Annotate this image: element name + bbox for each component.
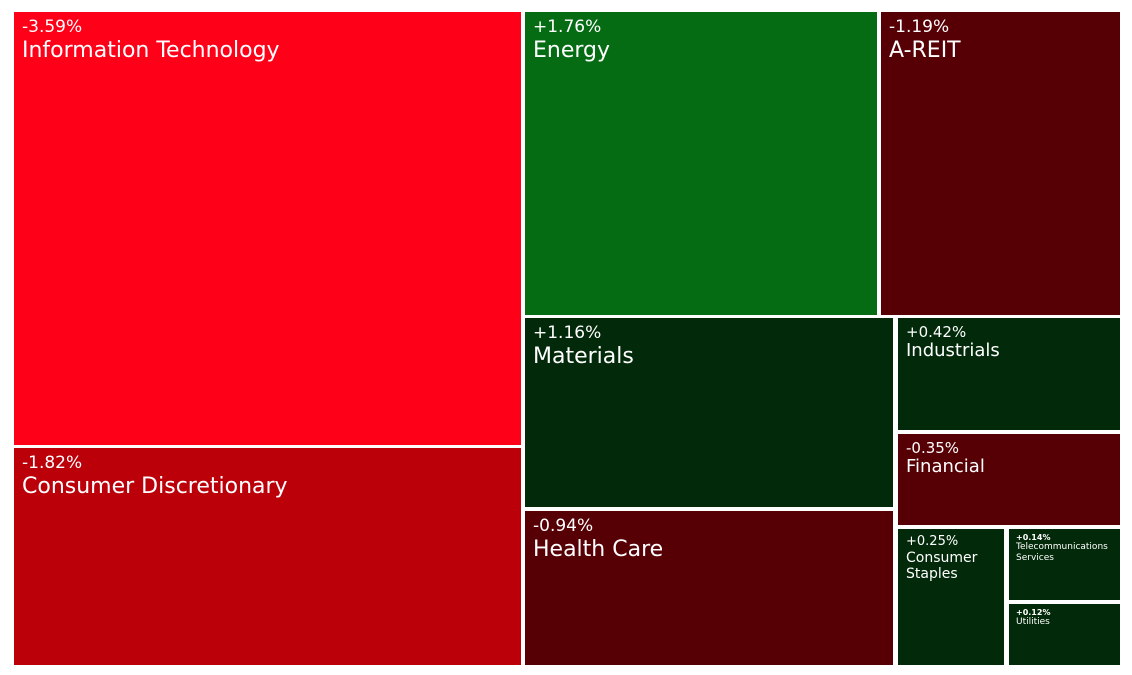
tile-materials[interactable]: +1.16% Materials <box>525 318 893 507</box>
tile-name: Telecommunications Services <box>1016 542 1108 563</box>
tile-name: Consumer Staples <box>906 549 978 583</box>
tile-change: -1.19% <box>889 17 950 37</box>
tile-utilities[interactable]: +0.12% Utilities <box>1009 604 1120 665</box>
tile-change: -0.35% <box>906 439 960 457</box>
tile-health-care[interactable]: -0.94% Health Care <box>525 511 893 665</box>
tile-energy[interactable]: +1.76% Energy <box>525 12 877 315</box>
tile-name: Industrials <box>906 340 1000 362</box>
tile-name: A-REIT <box>889 37 961 63</box>
tile-change: -1.82% <box>22 453 83 473</box>
tile-change: +0.42% <box>906 323 967 341</box>
tile-name: Energy <box>533 37 611 63</box>
tile-change: +0.25% <box>906 534 959 549</box>
tile-telecommunications-services[interactable]: +0.14% Telecommunications Services <box>1009 529 1120 600</box>
tile-label: -1.19% A-REIT <box>889 17 1116 63</box>
tile-label: +0.14% Telecommunications Services <box>1016 533 1116 563</box>
tile-change: +1.76% <box>533 17 602 37</box>
tile-financial[interactable]: -0.35% Financial <box>898 434 1120 525</box>
tile-change: +0.12% <box>1016 608 1051 617</box>
tile-change: -3.59% <box>22 17 83 37</box>
tile-name: Consumer Discretionary <box>22 473 288 499</box>
tile-change: -0.94% <box>533 516 594 536</box>
tile-label: -0.94% Health Care <box>533 516 889 562</box>
tile-consumer-discretionary[interactable]: -1.82% Consumer Discretionary <box>14 448 521 665</box>
tile-industrials[interactable]: +0.42% Industrials <box>898 318 1120 430</box>
tile-label: -0.35% Financial <box>906 439 1116 478</box>
tile-label: +0.42% Industrials <box>906 323 1116 362</box>
tile-label: +1.16% Materials <box>533 323 889 369</box>
tile-name: Health Care <box>533 536 664 562</box>
tile-label: +0.25% Consumer Staples <box>906 534 1000 583</box>
tile-label: +1.76% Energy <box>533 17 873 63</box>
tile-label: -3.59% Information Technology <box>22 17 517 63</box>
tile-name: Information Technology <box>22 37 280 63</box>
tile-consumer-staples[interactable]: +0.25% Consumer Staples <box>898 529 1004 665</box>
tile-label: -1.82% Consumer Discretionary <box>22 453 517 499</box>
tile-label: +0.12% Utilities <box>1016 608 1116 628</box>
tile-a-reit[interactable]: -1.19% A-REIT <box>881 12 1120 315</box>
tile-change: +0.14% <box>1016 533 1051 542</box>
tile-name: Financial <box>906 456 985 478</box>
tile-information-technology[interactable]: -3.59% Information Technology <box>14 12 521 445</box>
tile-change: +1.16% <box>533 323 602 343</box>
tile-name: Materials <box>533 343 634 369</box>
tile-name: Utilities <box>1016 617 1050 628</box>
